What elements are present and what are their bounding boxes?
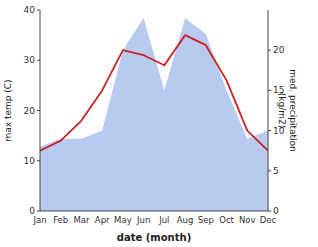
x-tick-label: Dec — [260, 215, 277, 225]
x-tick-label: Mar — [73, 215, 90, 225]
x-tick-label: Nov — [239, 215, 256, 225]
y2-axis-title: med. precipitation(kg/m2) — [277, 69, 298, 151]
x-tick-label: Oct — [219, 215, 234, 225]
y-axis-title: max temp (C) — [3, 79, 13, 141]
y2-tick-label: 5 — [273, 166, 279, 176]
y2-tick — [268, 130, 271, 131]
x-axis-line — [40, 211, 268, 212]
x-tick-label: Feb — [53, 215, 68, 225]
x-tick-label: May — [114, 215, 132, 225]
y-tick-label: 20 — [24, 106, 36, 116]
x-tick-label: Jul — [158, 215, 169, 225]
y2-axis-line — [268, 10, 269, 211]
precipitation-area — [40, 18, 268, 211]
y2-tick — [268, 50, 271, 51]
y-tick — [37, 60, 40, 61]
y-tick-label: 10 — [24, 156, 36, 166]
y2-axis-title-line: (kg/m2) — [277, 93, 287, 128]
y2-tick-label: 20 — [273, 45, 285, 55]
y-tick — [37, 211, 40, 212]
x-tick-label: Jun — [136, 215, 150, 225]
x-tick-label: Aug — [177, 215, 194, 225]
y-tick-label: 30 — [24, 55, 36, 65]
x-tick-label: Sep — [198, 215, 214, 225]
y-tick-label: 40 — [24, 5, 36, 15]
y2-tick — [268, 170, 271, 171]
y2-tick — [268, 90, 271, 91]
y-tick — [37, 160, 40, 161]
y2-tick — [268, 211, 271, 212]
x-tick-label: Apr — [95, 215, 110, 225]
y-tick — [37, 10, 40, 11]
chart-container: 01020304005101520JanFebMarAprMayJunJulAu… — [0, 0, 318, 247]
x-tick-label: Jan — [32, 215, 46, 225]
temperature-line — [40, 35, 268, 151]
chart-svg: 01020304005101520JanFebMarAprMayJunJulAu… — [0, 0, 318, 247]
plot-area — [40, 18, 268, 211]
y2-axis-title-line: med. precipitation — [288, 69, 298, 151]
y-tick — [37, 110, 40, 111]
x-axis-title: date (month) — [117, 232, 191, 243]
